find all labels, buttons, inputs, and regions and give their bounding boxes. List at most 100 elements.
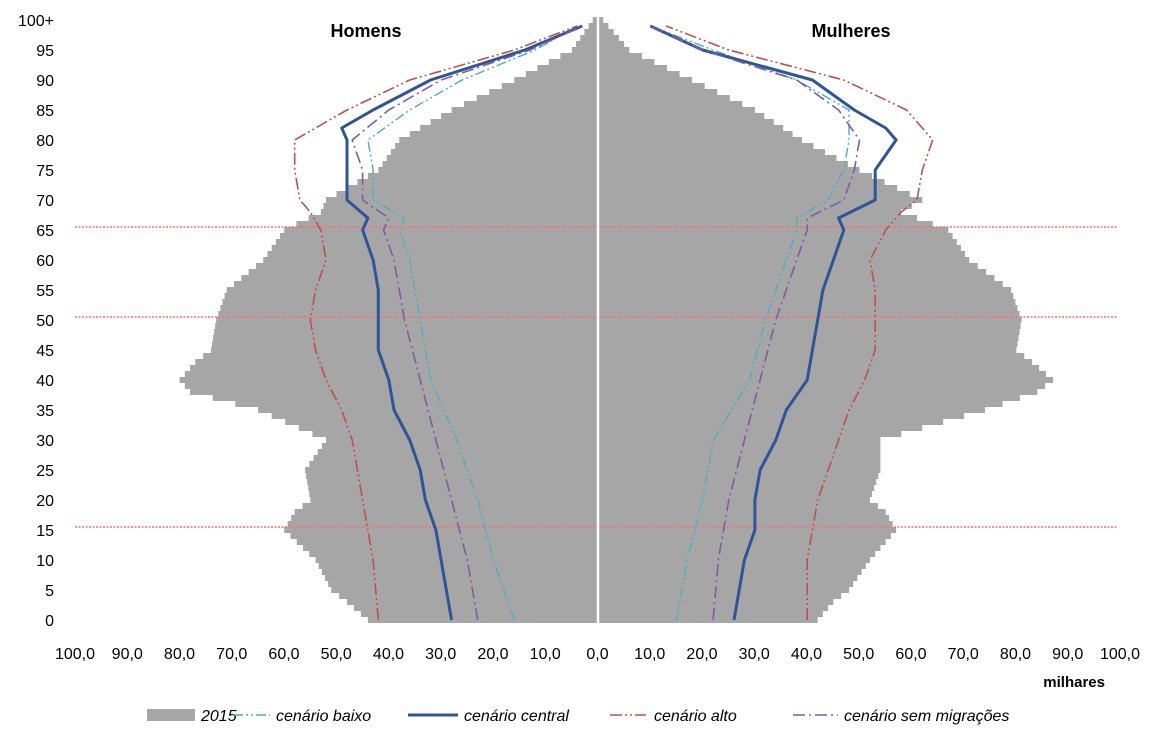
bar-male-99: [589, 23, 598, 29]
bar-female-7: [598, 575, 857, 581]
x-tick-label: 70,0: [216, 646, 247, 663]
bar-female-15: [598, 527, 896, 533]
bar-male-28: [318, 449, 598, 455]
bar-female-95: [598, 47, 629, 53]
bar-male-55: [227, 287, 598, 293]
y-tick-label: 10: [36, 553, 54, 570]
x-tick-label: 60,0: [895, 646, 926, 663]
bar-female-97: [598, 35, 619, 41]
bar-female-42: [598, 365, 1039, 371]
bar-female-17: [598, 515, 889, 521]
bar-male-65: [284, 227, 598, 233]
bar-female-48: [598, 329, 1020, 335]
bar-male-83: [431, 119, 598, 125]
bar-male-73: [357, 179, 598, 185]
bar-male-98: [584, 29, 598, 35]
x-tick-label: 50,0: [321, 646, 352, 663]
bar-female-1: [598, 611, 823, 617]
bar-male-59: [256, 263, 598, 269]
bar-male-62: [272, 245, 598, 251]
bar-male-56: [234, 281, 598, 287]
x-tick-label: 20,0: [477, 646, 508, 663]
bar-male-63: [276, 239, 598, 245]
bar-female-25: [598, 467, 880, 473]
bar-female-3: [598, 599, 833, 605]
bar-male-72: [347, 185, 598, 191]
y-tick-label: 50: [36, 313, 54, 330]
bar-male-19: [303, 503, 598, 509]
bar-male-15: [284, 527, 598, 533]
legend-label-sem_migracoes: cenário sem migrações: [844, 708, 1009, 725]
x-tick-label: 90,0: [112, 646, 143, 663]
bar-female-6: [598, 581, 853, 587]
bar-male-4: [339, 593, 598, 599]
bar-male-36: [235, 401, 598, 407]
bar-male-90: [514, 77, 598, 83]
x-tick-label: 10,0: [530, 646, 561, 663]
bar-male-69: [323, 203, 598, 209]
bar-female-62: [598, 245, 961, 251]
bar-female-24: [598, 473, 878, 479]
bar-male-47: [213, 335, 598, 341]
bar-female-53: [598, 299, 1015, 305]
bar-female-38: [598, 389, 1037, 395]
bar-female-28: [598, 449, 880, 455]
bar-male-53: [222, 299, 598, 305]
y-tick-label: 75: [36, 163, 54, 180]
bar-male-91: [526, 71, 598, 77]
bar-female-18: [598, 509, 886, 515]
bar-female-90: [598, 77, 692, 83]
y-tick-label: 100+: [18, 13, 54, 30]
bar-male-78: [391, 149, 598, 155]
bar-male-75: [378, 167, 598, 173]
bar-female-10: [598, 557, 870, 563]
bar-female-99: [598, 23, 608, 29]
bar-male-0: [368, 617, 598, 623]
bar-male-38: [190, 389, 598, 395]
y-tick-label: 0: [45, 613, 54, 630]
x-tick-label: 80,0: [1000, 646, 1031, 663]
bar-male-22: [308, 485, 598, 491]
bar-male-20: [310, 497, 598, 503]
x-tick-label: 70,0: [948, 646, 979, 663]
bar-female-43: [598, 359, 1032, 365]
bar-female-87: [598, 95, 730, 101]
bar-male-82: [420, 125, 598, 131]
bar-male-48: [214, 329, 598, 335]
bar-female-12: [598, 545, 880, 551]
bar-female-55: [598, 287, 1011, 293]
bar-female-92: [598, 65, 667, 71]
bar-female-23: [598, 479, 876, 485]
bar-female-0: [598, 617, 818, 623]
bar-male-80: [399, 137, 598, 143]
bar-female-66: [598, 221, 933, 227]
y-tick-label: 35: [36, 403, 54, 420]
bar-female-20: [598, 497, 870, 503]
legend-label-2015: 2015: [200, 708, 237, 725]
y-tick-label: 5: [45, 583, 54, 600]
bar-female-72: [598, 185, 897, 191]
y-tick-label: 70: [36, 193, 54, 210]
bar-female-37: [598, 395, 1020, 401]
bar-female-93: [598, 59, 654, 65]
bar-female-22: [598, 485, 874, 491]
bar-male-71: [337, 191, 599, 197]
y-axis-ticks: 0 5 10 15 20 25 30 35 40 45 50 55 60 65 70 75 80 85 90 95 10…: [18, 13, 54, 630]
x-unit-label: milhares: [1043, 674, 1105, 691]
y-tick-label: 40: [36, 373, 54, 390]
x-axis-ticks: 100,0 90,0 80,0 70,0 60,0 50,0 40,0 30,0 20,0 10,…: [55, 646, 1140, 663]
bar-female-5: [598, 587, 849, 593]
y-tick-label: 60: [36, 253, 54, 270]
bar-female-56: [598, 281, 1003, 287]
bar-female-83: [598, 119, 774, 125]
y-tick-label: 20: [36, 493, 54, 510]
x-tick-label: 40,0: [373, 646, 404, 663]
bar-female-88: [598, 89, 717, 95]
bar-female-33: [598, 419, 943, 425]
y-tick-label: 25: [36, 463, 54, 480]
bar-male-79: [395, 143, 598, 149]
bar-female-61: [598, 251, 965, 257]
title-mulheres: Mulheres: [811, 21, 890, 41]
bar-female-98: [598, 29, 614, 35]
bar-male-14: [290, 533, 598, 539]
